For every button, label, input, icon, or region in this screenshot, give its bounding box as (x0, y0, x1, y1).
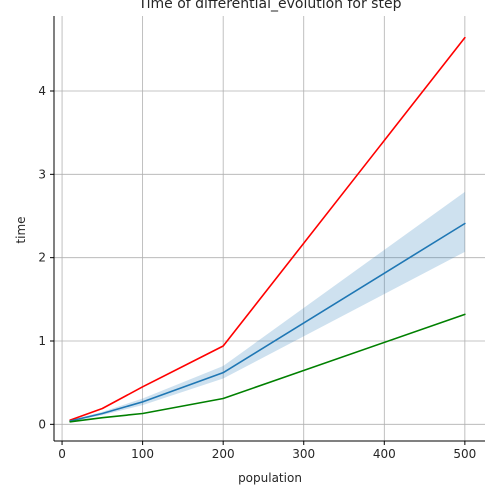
x-tick-label: 500 (453, 447, 476, 461)
axes (50, 16, 485, 445)
chart-title: Time of differential_evolution for step (138, 0, 402, 12)
y-tick-label: 0 (38, 417, 46, 431)
confidence-bands (70, 191, 465, 422)
confidence-band (70, 191, 465, 422)
x-tick-label: 400 (373, 447, 396, 461)
x-axis-label: population (238, 471, 302, 485)
series-line (69, 313, 466, 423)
x-tick-label: 300 (292, 447, 315, 461)
tick-labels: 0 100 200 300 400 500 0 1 2 3 4 (38, 84, 476, 461)
y-tick-label: 2 (38, 251, 46, 265)
y-tick-label: 4 (38, 84, 46, 98)
series-line (69, 36, 466, 421)
series-line (69, 222, 466, 422)
grid (54, 16, 485, 441)
y-tick-label: 1 (38, 334, 46, 348)
x-tick-label: 100 (131, 447, 154, 461)
x-tick-label: 200 (212, 447, 235, 461)
series-lines (69, 36, 466, 423)
x-tick-label: 0 (58, 447, 66, 461)
y-tick-label: 3 (38, 167, 46, 181)
y-axis-label: time (14, 216, 28, 243)
